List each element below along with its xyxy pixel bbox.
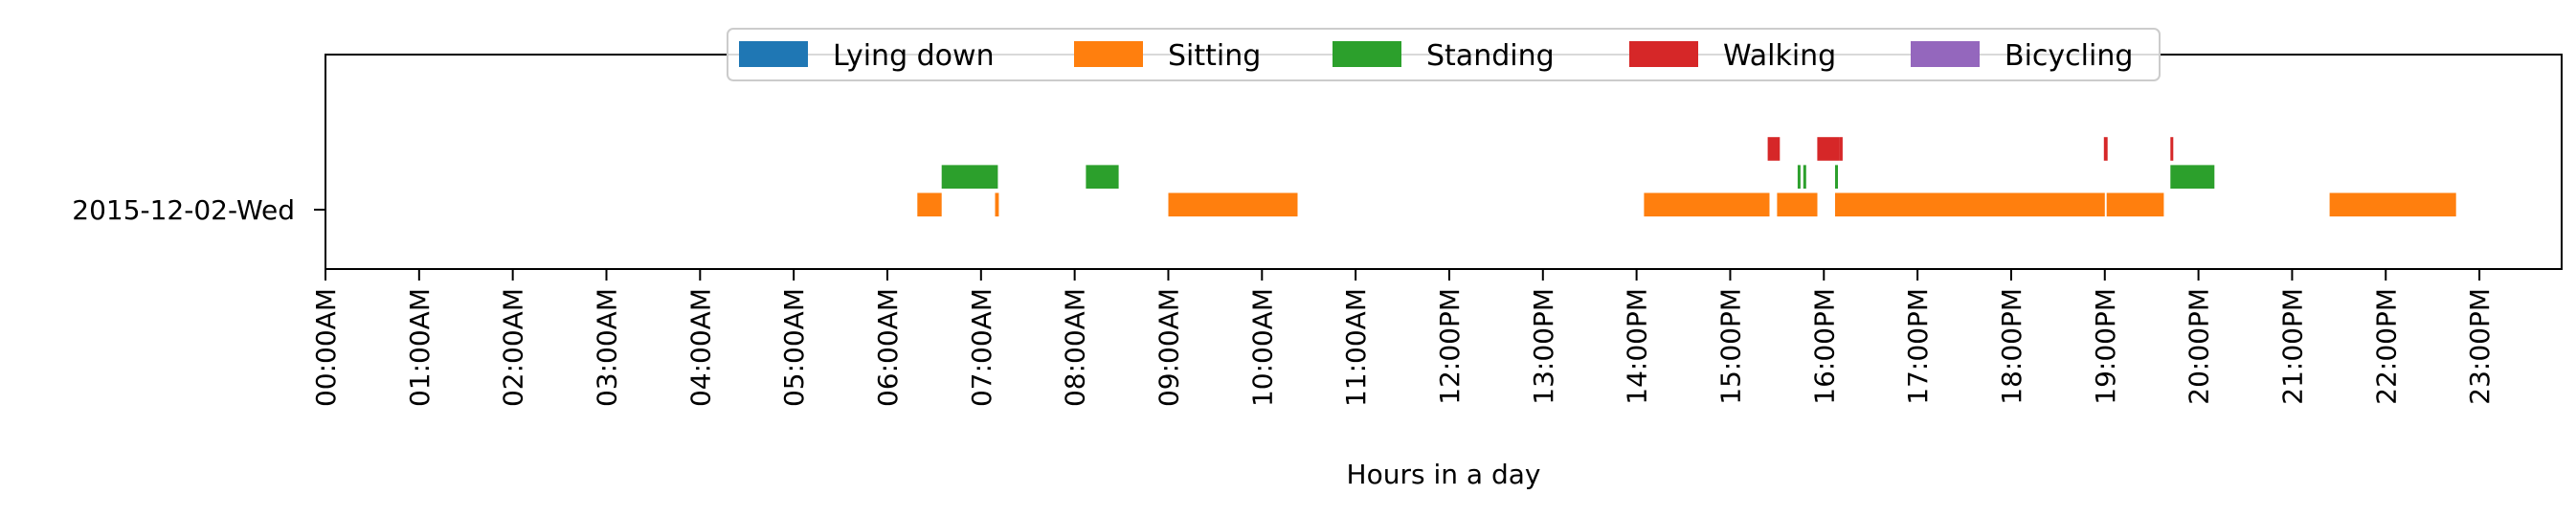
- x-tick-label: 12:00PM: [1434, 288, 1466, 405]
- x-tick-label: 10:00AM: [1246, 288, 1278, 407]
- legend: Lying down Sitting Standing Walking Bicyclin…: [727, 28, 2161, 81]
- x-tick-label: 16:00PM: [1808, 288, 1840, 405]
- legend-swatch-bicycling: [1911, 41, 1980, 67]
- bar-standing-0: [941, 165, 998, 189]
- x-tick-label: 02:00AM: [498, 288, 529, 407]
- x-tick-label: 03:00AM: [591, 288, 622, 407]
- bar-standing-3: [1803, 165, 1806, 189]
- x-tick-label: 15:00PM: [1714, 288, 1746, 405]
- legend-swatch-sitting: [1074, 41, 1143, 67]
- bar-walking-3: [2103, 137, 2108, 161]
- bar-sitting-7: [2329, 192, 2456, 217]
- bar-sitting-2: [1168, 192, 1298, 217]
- x-tick-label: 01:00AM: [404, 288, 436, 407]
- x-tick-label: 07:00AM: [966, 288, 997, 407]
- x-tick-label: 18:00PM: [1996, 288, 2027, 405]
- x-tick-label: 21:00PM: [2276, 288, 2308, 405]
- plot-frame: [325, 54, 2563, 270]
- bar-sitting-4: [1777, 192, 1818, 217]
- bar-walking-4: [2170, 137, 2174, 161]
- bar-sitting-0: [917, 192, 942, 217]
- y-axis: 2015-12-02-Wed: [72, 194, 325, 226]
- legend-swatch-walking: [1629, 41, 1698, 67]
- x-tick-label: 08:00AM: [1060, 288, 1091, 407]
- legend-label-lying-down: Lying down: [833, 39, 995, 73]
- bar-standing-2: [1797, 165, 1801, 189]
- bar-walking-2: [1839, 137, 1843, 161]
- x-tick-label: 04:00AM: [684, 288, 716, 407]
- legend-label-standing: Standing: [1426, 39, 1555, 73]
- y-tick-label-day: 2015-12-02-Wed: [72, 194, 295, 226]
- legend-swatch-lying-down: [739, 41, 808, 67]
- x-tick-label: 22:00PM: [2370, 288, 2402, 405]
- legend-label-bicycling: Bicycling: [2005, 39, 2133, 73]
- bar-sitting-5: [1835, 192, 2105, 217]
- bar-walking-1: [1817, 137, 1840, 161]
- bar-sitting-6: [2106, 192, 2164, 217]
- legend-label-sitting: Sitting: [1168, 39, 1261, 73]
- x-tick-label: 13:00PM: [1528, 288, 1559, 405]
- x-axis-label: Hours in a day: [1347, 459, 1541, 490]
- x-tick-label: 17:00PM: [1902, 288, 1934, 405]
- bars-layer: [917, 137, 2456, 217]
- bar-standing-5: [2170, 165, 2215, 189]
- bar-standing-4: [1835, 165, 1838, 189]
- x-tick-label: 23:00PM: [2464, 288, 2496, 405]
- x-tick-label: 06:00AM: [872, 288, 904, 407]
- legend-swatch-standing: [1333, 41, 1401, 67]
- x-tick-label: 00:00AM: [310, 288, 342, 407]
- bar-walking-0: [1767, 137, 1781, 161]
- bar-sitting-3: [1644, 192, 1770, 217]
- x-tick-label: 14:00PM: [1622, 288, 1653, 405]
- legend-label-walking: Walking: [1723, 39, 1836, 73]
- x-tick-label: 19:00PM: [2090, 288, 2121, 405]
- x-tick-label: 20:00PM: [2184, 288, 2215, 405]
- x-tick-label: 11:00AM: [1340, 288, 1372, 407]
- bar-sitting-1: [995, 192, 999, 217]
- x-tick-label: 05:00AM: [778, 288, 810, 407]
- x-axis: 00:00AM 01:00AM 02:00AM 03:00AM 04:00AM 05:00…: [310, 269, 2496, 407]
- bar-standing-1: [1086, 165, 1119, 189]
- x-tick-label: 09:00AM: [1153, 288, 1184, 407]
